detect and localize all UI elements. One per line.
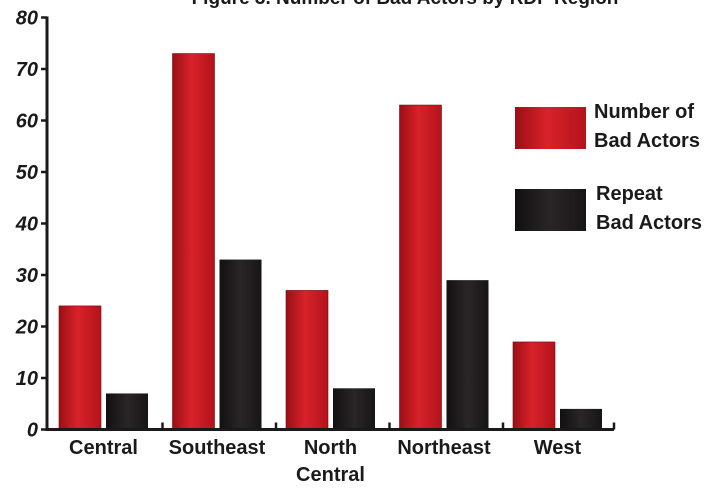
category-label: Central (296, 464, 365, 486)
category-label: Central (69, 437, 138, 459)
category-label: North (304, 437, 357, 459)
y-tick-label: 0 (27, 420, 38, 442)
bar (58, 305, 102, 430)
y-tick-label: 20 (15, 317, 38, 339)
bar (446, 280, 489, 430)
y-tick-label: 70 (16, 59, 38, 81)
chart-title: Figure 3. Number of Bad Actors by RDF Re… (192, 0, 619, 9)
bar (172, 53, 215, 430)
bar (219, 259, 262, 430)
legend-label: Number of (594, 101, 694, 123)
legend-label: Repeat (596, 183, 663, 205)
legend-swatch (515, 107, 586, 149)
legend-label: Bad Actors (596, 212, 702, 234)
y-tick-label: 80 (16, 8, 38, 30)
category-label: West (534, 437, 582, 459)
y-tick-label: 40 (15, 214, 38, 236)
y-tick-label: 10 (16, 368, 38, 390)
y-tick-label: 50 (16, 162, 38, 184)
bar (285, 290, 329, 430)
legend: Number of Bad Actors Repeat Bad Actors (515, 101, 702, 234)
bar (399, 104, 442, 430)
category-label: Northeast (397, 437, 491, 459)
legend-label: Bad Actors (594, 130, 700, 152)
legend-swatch (515, 189, 586, 231)
y-axis: 0 10 20 30 40 50 60 70 80 (15, 8, 49, 442)
y-tick-label: 30 (16, 265, 38, 287)
category-label: Southeast (169, 437, 266, 459)
x-axis: Central Southeast North Central Northeast Wes… (45, 422, 616, 486)
bar (512, 341, 556, 430)
bar (560, 408, 602, 430)
y-tick-label: 60 (16, 111, 38, 133)
bar (106, 393, 148, 430)
bar (333, 388, 375, 430)
bars (58, 53, 602, 430)
